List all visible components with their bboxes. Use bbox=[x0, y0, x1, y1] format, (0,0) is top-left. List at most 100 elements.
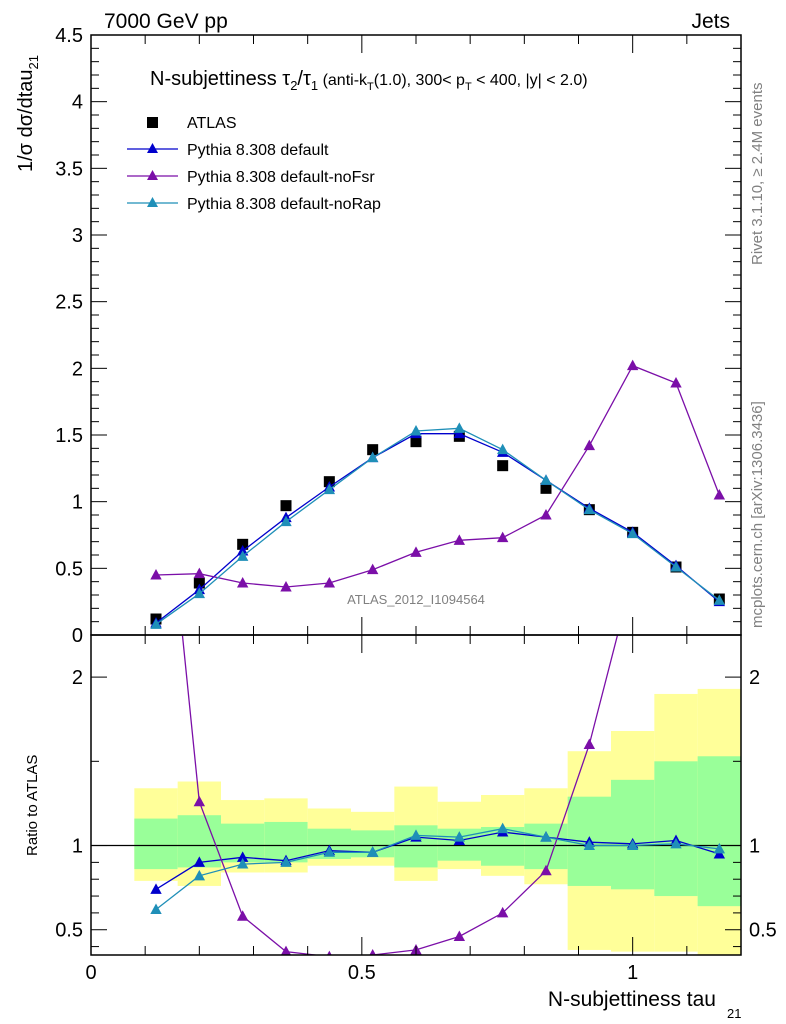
header-left: 7000 GeV pp bbox=[104, 10, 228, 33]
ratio-ylabel: Ratio to ATLAS bbox=[24, 755, 41, 856]
main-panel: 0 0.5 1 1.5 2 2.5 3 3.5 4 4.5 bbox=[55, 25, 742, 647]
series-point-noFsr bbox=[583, 439, 596, 451]
main-ytick-label: 2.5 bbox=[55, 292, 83, 314]
series-point-noRap bbox=[323, 483, 336, 495]
ratio-point-default bbox=[193, 856, 206, 867]
main-ylabel-sub: 21 bbox=[26, 55, 41, 69]
mcplots-label: mcplots.cern.ch [arXiv:1306.3436] bbox=[749, 401, 766, 628]
series-point-default bbox=[236, 545, 249, 556]
legend-marker-default bbox=[147, 143, 158, 153]
series-line-noFsr bbox=[155, 364, 720, 588]
ratio-point-noRap bbox=[540, 831, 552, 842]
ratio-point-noRap bbox=[236, 858, 249, 869]
ratio-point-noFsr bbox=[496, 906, 509, 918]
ratio-point-noRap bbox=[496, 822, 509, 834]
xtick-label: 1 bbox=[627, 962, 638, 984]
series-point-noRap bbox=[540, 474, 552, 485]
ratio-point-noRap bbox=[453, 831, 466, 842]
atlas-point bbox=[540, 482, 552, 494]
series-point-noRap bbox=[626, 527, 639, 539]
atlas-point bbox=[410, 436, 422, 448]
title-mid: /τ bbox=[297, 68, 311, 90]
series-point-noRap bbox=[150, 618, 162, 629]
legend-label-atlas: ATLAS bbox=[187, 115, 237, 132]
atlas-point bbox=[367, 444, 379, 456]
series-point-noFsr bbox=[453, 534, 466, 545]
xtick-label: 0 bbox=[85, 962, 96, 984]
series-point-noRap bbox=[280, 515, 292, 527]
ratio-line-default bbox=[155, 831, 720, 890]
title-paren-a: (anti-k bbox=[318, 72, 368, 89]
title-sub2: 1 bbox=[311, 78, 318, 93]
legend-label-nofsr: Pythia 8.308 default-noFsr bbox=[187, 169, 375, 186]
ratio-point-noRap bbox=[583, 839, 596, 851]
main-marks bbox=[150, 359, 726, 629]
band-stat bbox=[611, 779, 655, 890]
main-ticks: 0 0.5 1 1.5 2 2.5 3 3.5 4 4.5 bbox=[55, 25, 742, 647]
ratio-point-default bbox=[236, 851, 249, 862]
ratio-point-noFsr bbox=[193, 795, 206, 807]
series-point-noFsr bbox=[410, 546, 422, 557]
main-ytick-label: 2 bbox=[72, 358, 83, 380]
ratio-point-noRap bbox=[323, 846, 336, 857]
series-point-noRap bbox=[670, 561, 682, 572]
ratio-point-noFsr bbox=[326, 950, 332, 955]
series-point-noFsr bbox=[540, 509, 552, 520]
title-paren-c: < 400, |y| < 2.0) bbox=[472, 72, 588, 89]
ratio-point-noFsr bbox=[280, 945, 292, 955]
band-stat bbox=[134, 818, 178, 870]
xaxis-label-sub: 21 bbox=[727, 1006, 741, 1021]
main-ytick-label: 4.5 bbox=[55, 25, 83, 47]
series-point-noRap bbox=[453, 422, 466, 433]
watermark: ATLAS_2012_I1094564 bbox=[347, 592, 485, 607]
band-stat bbox=[697, 756, 741, 907]
series-point-noFsr bbox=[713, 489, 726, 500]
xaxis-label: N-subjettiness tau bbox=[548, 988, 716, 1011]
series-point-noFsr bbox=[150, 569, 162, 580]
series-point-default bbox=[453, 427, 466, 439]
ratio-marks bbox=[150, 351, 726, 955]
ratio-bands bbox=[91, 688, 741, 955]
ratio-point-noRap bbox=[150, 903, 162, 915]
atlas-point bbox=[237, 538, 249, 550]
header-right: Jets bbox=[691, 10, 730, 33]
series-point-noFsr bbox=[323, 577, 336, 588]
ratio-point-noFsr bbox=[150, 368, 161, 379]
atlas-point bbox=[497, 460, 509, 472]
ratio-point-noFsr bbox=[627, 570, 638, 581]
series-point-noFsr bbox=[236, 577, 249, 588]
series-line-noRap bbox=[155, 427, 720, 625]
main-ytick-label: 0.5 bbox=[55, 558, 83, 580]
band-stat bbox=[524, 823, 568, 870]
title-sub-t1: T bbox=[367, 81, 374, 93]
series-point-noRap bbox=[713, 594, 726, 605]
ratio-ytick-label: 0.5 bbox=[55, 920, 83, 942]
series-point-noFsr bbox=[496, 531, 509, 543]
ratio-point-noRap bbox=[280, 856, 292, 867]
ratio-point-default bbox=[150, 883, 162, 894]
ratio-line-noRap bbox=[155, 828, 720, 911]
ratio-panel: 0.5 0.51 12 20 0.5 1 bbox=[55, 351, 777, 984]
rivet-label: Rivet 3.1.10, ≥ 2.4M events bbox=[749, 83, 766, 266]
xaxis-label-text: N-subjettiness tau bbox=[548, 988, 716, 1011]
main-ylabel: 1/σ dσ/dtau21 bbox=[15, 55, 41, 172]
ratio-line-noFsr bbox=[181, 635, 619, 955]
series-point-noRap bbox=[583, 503, 596, 515]
main-ytick-label: 1.5 bbox=[55, 425, 83, 447]
series-point-noRap bbox=[193, 587, 206, 599]
title-sub-t2: T bbox=[465, 81, 472, 93]
series-line-default bbox=[155, 433, 720, 624]
legend-marker-nofsr bbox=[147, 170, 158, 180]
title-main: N-subjettiness τ bbox=[150, 68, 290, 90]
ratio-ytick-label: 2 bbox=[72, 667, 83, 689]
ratio-point-noRap bbox=[410, 829, 422, 840]
main-ytick-label: 1 bbox=[72, 492, 83, 514]
ratio-point-noRap bbox=[193, 869, 206, 881]
main-ytick-label: 0 bbox=[72, 625, 83, 647]
ratio-point-noRap bbox=[713, 842, 726, 854]
series-point-noFsr bbox=[366, 563, 379, 575]
series-point-noRap bbox=[236, 550, 249, 561]
ratio-point-noRap bbox=[626, 839, 639, 851]
ratio-point-noFsr bbox=[714, 351, 725, 362]
